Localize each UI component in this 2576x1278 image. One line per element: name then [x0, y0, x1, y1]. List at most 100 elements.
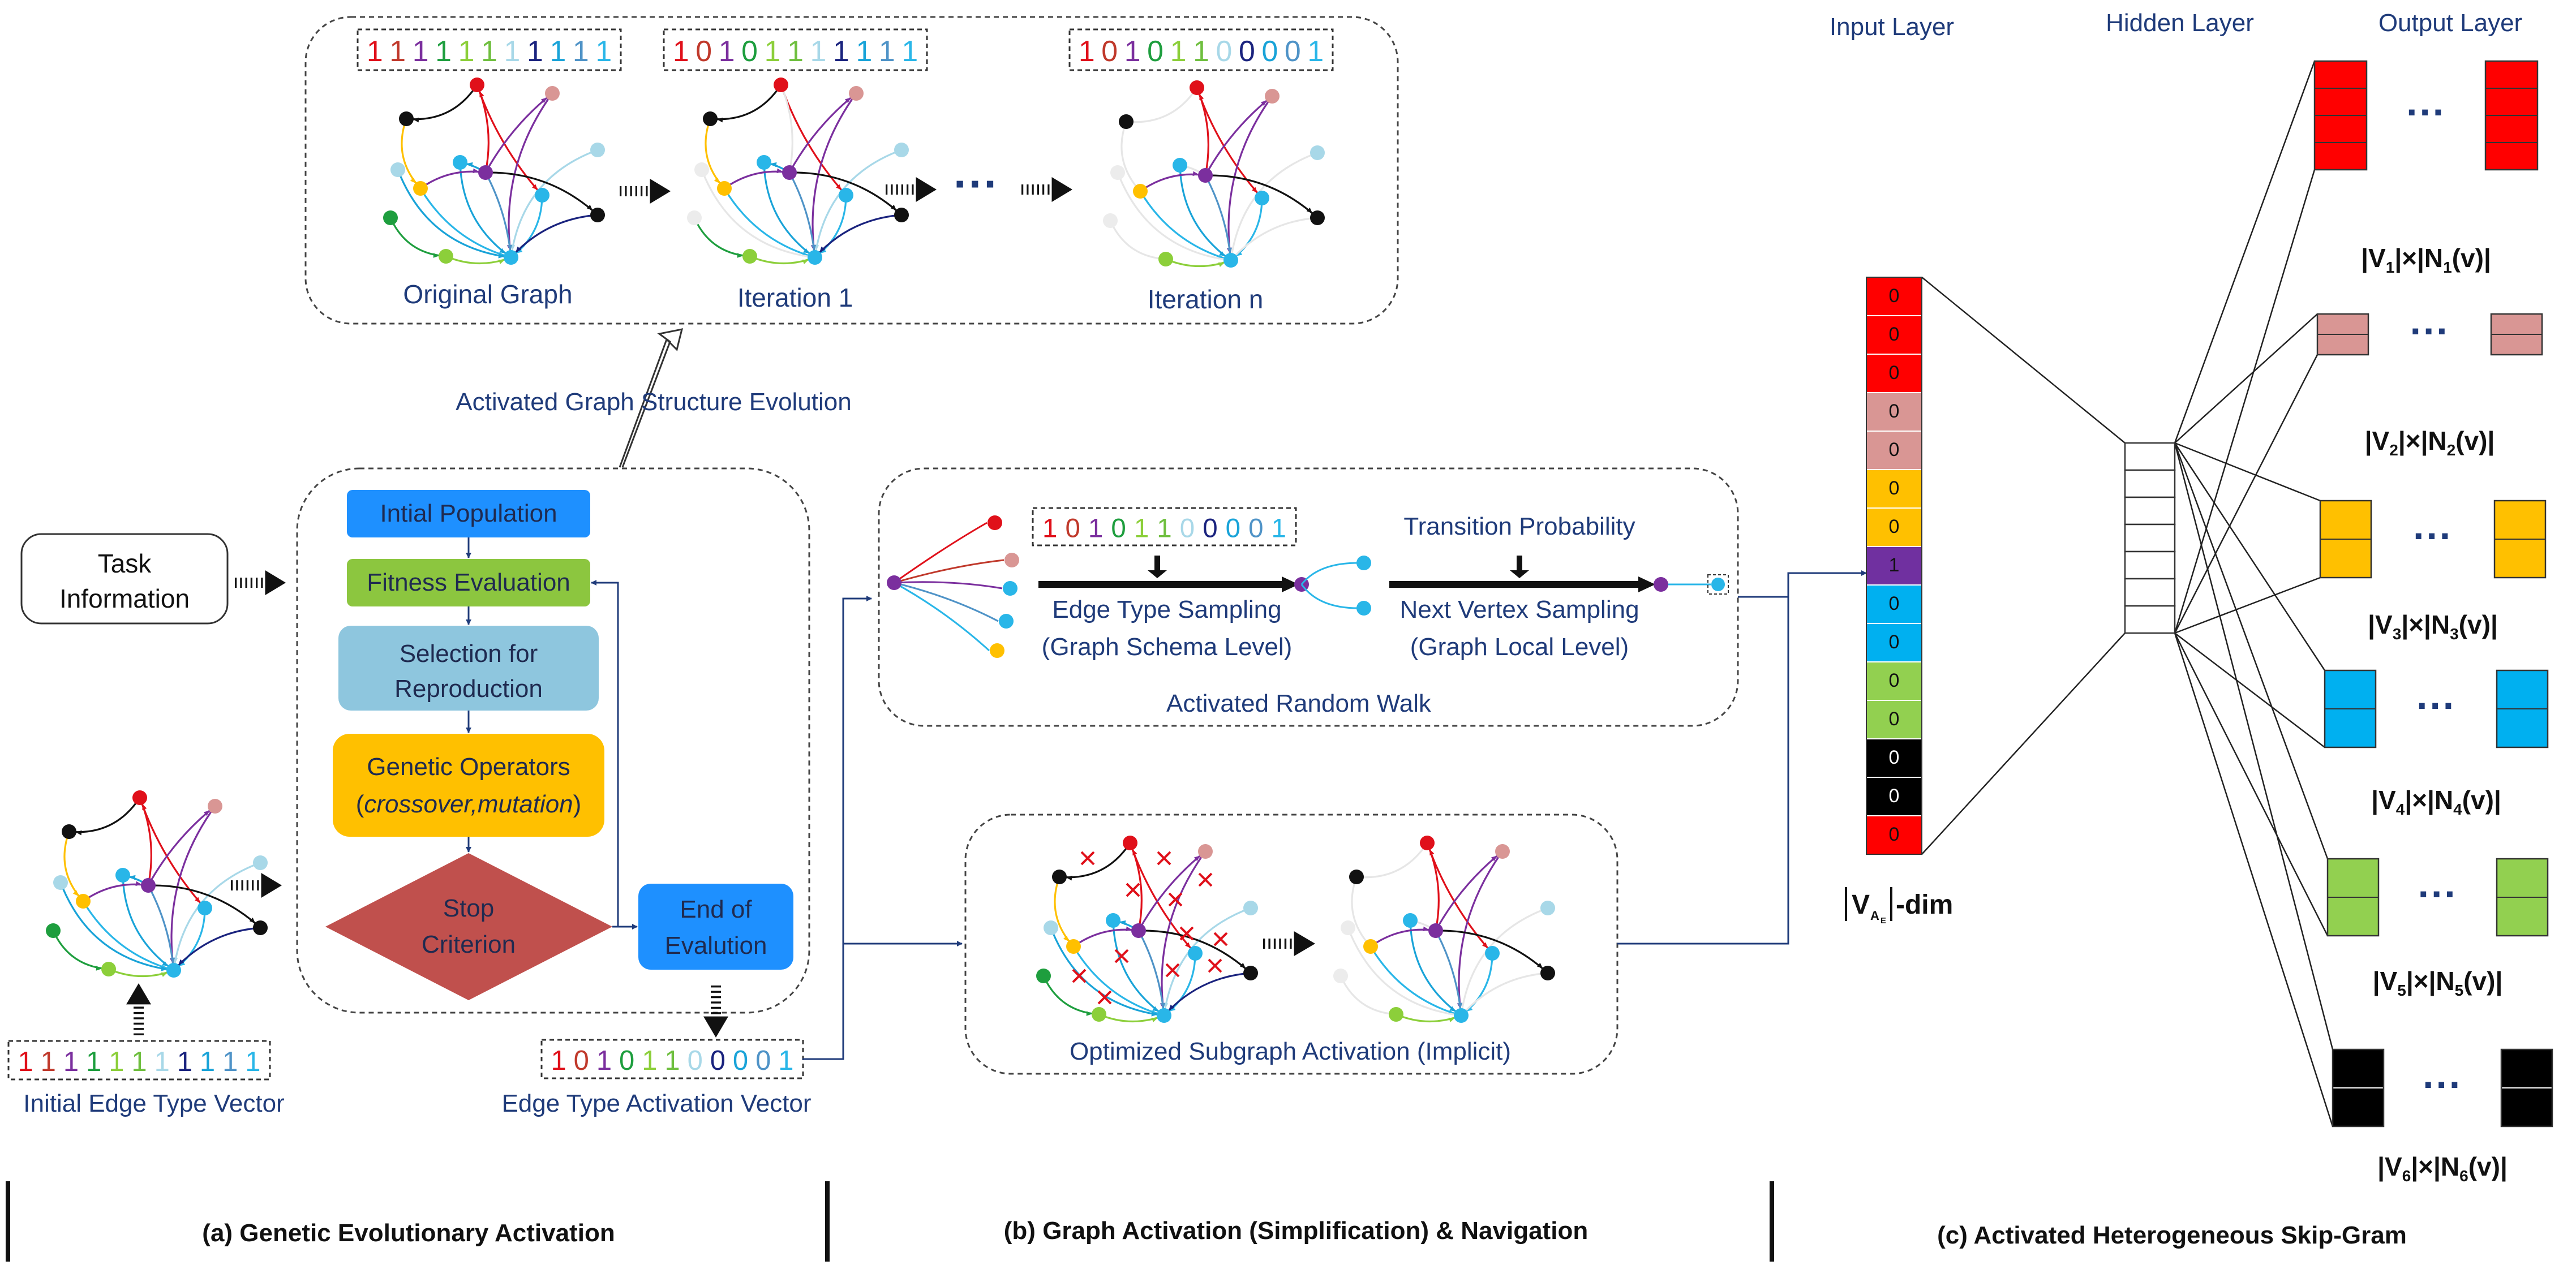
output-ellipsis: ···	[2406, 90, 2446, 134]
graph-node	[1389, 1007, 1403, 1022]
hidden-unit	[2124, 469, 2176, 498]
graph-node	[46, 923, 61, 938]
section-label-c: (c) Activated Heterogeneous Skip-Gram	[1937, 1221, 2407, 1249]
edge-bit: 1	[481, 35, 497, 67]
output-dim-label: |V1|×|N1(v)|	[2361, 243, 2491, 276]
input-layer-title: Input Layer	[1830, 13, 1954, 41]
evolution-panel	[304, 16, 1399, 325]
graph-node	[1198, 844, 1213, 859]
edge-bit: 0	[1147, 35, 1164, 67]
edge-bit: 0	[1101, 35, 1118, 67]
initial-population-text: Intial Population	[380, 500, 557, 527]
edge-type-sampling-text: Edge Type Sampling	[1052, 596, 1281, 623]
edge-bit: 1	[765, 35, 781, 67]
edge-bit: 0	[741, 35, 758, 67]
graph-node	[439, 249, 453, 264]
output-cell	[2496, 897, 2548, 936]
hidden-unit	[2124, 523, 2176, 553]
iterationn-label: Iteration n	[1148, 285, 1264, 314]
edge-bit: 0	[1203, 513, 1217, 543]
graph-node	[1428, 923, 1443, 938]
input-cell-value: 0	[1889, 477, 1900, 499]
skipgram-connections	[1921, 61, 2334, 1127]
section-dividers	[6, 1181, 1774, 1262]
output-ellipsis: ···	[2418, 872, 2458, 916]
graph-node	[141, 878, 156, 893]
output-cell	[2491, 313, 2543, 335]
output-cell	[2491, 334, 2543, 355]
walk-target-node	[990, 643, 1004, 658]
edge-bit: 1	[879, 35, 895, 67]
input-cell-value: 0	[1889, 708, 1900, 730]
output-cell	[2314, 142, 2367, 170]
input-cell-value: 0	[1889, 670, 1900, 691]
edge-bit: 1	[435, 35, 452, 67]
walk-target-node	[1004, 553, 1019, 567]
graph-original	[383, 78, 605, 265]
walk-fan	[887, 515, 1019, 658]
graph-node	[478, 165, 493, 180]
dashed-arrow-initial-graph	[231, 873, 282, 898]
edge-bit: 1	[778, 1045, 793, 1076]
edge-bit: 1	[787, 35, 804, 67]
graph-node	[1103, 213, 1118, 228]
edge-bit: 1	[200, 1047, 215, 1077]
random-walk-caption: Activated Random Walk	[1166, 690, 1432, 717]
edge-bit: 0	[619, 1045, 634, 1076]
graph-node	[590, 143, 605, 157]
iteration1-label: Iteration 1	[737, 283, 853, 312]
graph-node	[413, 181, 428, 196]
graph-node	[1036, 969, 1051, 983]
graph-node	[590, 208, 605, 222]
output-cell	[2494, 500, 2546, 540]
output-layer: ··· |V1|×|N1(v)| ··· |V2|×|N2(v)| ··· |V3|×|N…	[2313, 60, 2553, 1185]
edge-bit: 0	[1180, 513, 1195, 543]
genetic-panel	[296, 467, 810, 1014]
edge-bit: 1	[504, 35, 521, 67]
output-cell	[2327, 858, 2379, 898]
edge-bit: 0	[1216, 35, 1233, 67]
input-cell-value: 0	[1889, 747, 1900, 768]
input-cell	[1866, 700, 1922, 739]
output-cell	[2496, 858, 2548, 898]
section-label-b: (b) Graph Activation (Simplification) & …	[1004, 1217, 1588, 1245]
input-cell-value: 1	[1889, 554, 1900, 576]
graph-node	[383, 210, 398, 225]
walk-target-node	[988, 515, 1002, 530]
edge-bit: 1	[245, 1047, 260, 1077]
input-cell	[1866, 777, 1922, 816]
graph-node	[1495, 844, 1510, 859]
output-cell	[2496, 708, 2548, 748]
input-cell-value: 0	[1889, 785, 1900, 807]
graph-node	[717, 181, 732, 196]
graph-node	[694, 162, 709, 177]
edge-bit: 1	[1193, 35, 1209, 67]
graph-node	[1540, 966, 1555, 980]
input-cell-value: 0	[1889, 401, 1900, 422]
graph-node	[1310, 210, 1325, 225]
edge-bit: 1	[86, 1047, 101, 1077]
end-of-evolution-box	[638, 884, 793, 970]
edge-bit: 1	[595, 35, 612, 67]
hidden-unit	[2124, 496, 2176, 526]
graph-node	[687, 210, 702, 225]
hidden-unit	[2124, 605, 2176, 634]
graph-node	[1243, 966, 1258, 980]
graph-node	[1349, 870, 1364, 884]
output-cell	[2501, 1087, 2553, 1127]
hidden-unit	[2124, 578, 2176, 607]
edge-bit: 0	[1285, 35, 1301, 67]
graph-node	[208, 799, 222, 814]
hidden-layer-title: Hidden Layer	[2106, 9, 2254, 37]
input-cell-value: 0	[1889, 516, 1900, 537]
edge-bit: 0	[695, 35, 712, 67]
graph-node	[253, 855, 268, 870]
output-cell	[2485, 88, 2538, 116]
panel-to-input-connectors	[1617, 570, 1867, 945]
edge-bit: 0	[1239, 35, 1255, 67]
next-vertex-sampling-text: Next Vertex Sampling	[1399, 596, 1639, 623]
random-walk-panel	[878, 467, 1739, 727]
dashed-arrow-down	[703, 986, 728, 1038]
hidden-layer	[2124, 442, 2176, 634]
edge-bit: 1	[664, 1045, 680, 1076]
